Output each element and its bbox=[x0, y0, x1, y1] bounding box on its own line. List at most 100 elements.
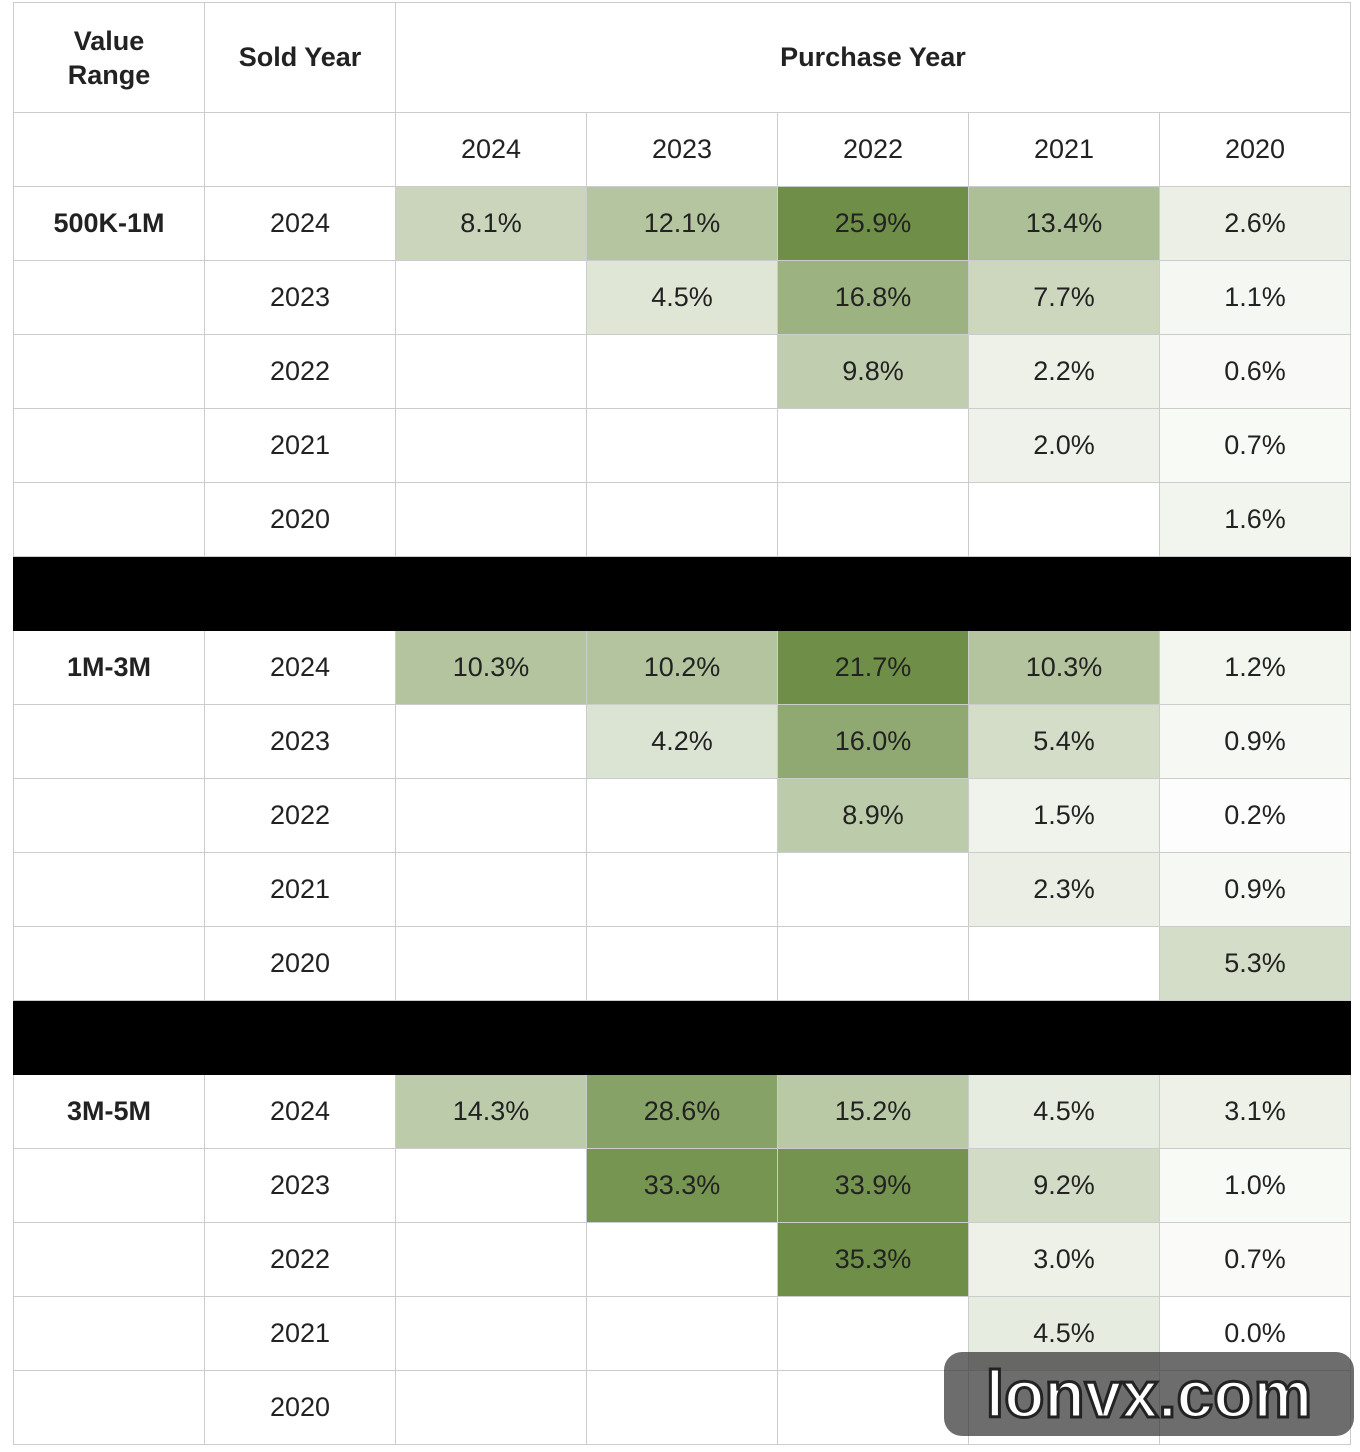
blank-cell bbox=[13, 482, 205, 557]
value-cell: 33.3% bbox=[586, 1148, 778, 1223]
value-cell bbox=[777, 482, 969, 557]
value-cell: 1.5% bbox=[968, 778, 1160, 853]
value-cell: 13.4% bbox=[968, 186, 1160, 261]
year-cell: 2021 bbox=[968, 112, 1160, 187]
data-row: 2021 2.3% 0.9% bbox=[13, 852, 1351, 927]
value-cell bbox=[777, 408, 969, 483]
value-cell: 33.9% bbox=[777, 1148, 969, 1223]
value-cell: 0.9% bbox=[1159, 704, 1351, 779]
separator-row bbox=[13, 1000, 1351, 1075]
table-wrap: Value Range Sold Year Purchase Year 2024… bbox=[13, 2, 1351, 1445]
value-cell: 0.7% bbox=[1159, 1222, 1351, 1297]
sold-year: 2023 bbox=[204, 704, 396, 779]
value-cell bbox=[586, 1222, 778, 1297]
header-cell: Purchase Year bbox=[395, 2, 1351, 113]
value-cell: 10.3% bbox=[968, 630, 1160, 705]
value-cell: 1.2% bbox=[1159, 630, 1351, 705]
blank-cell bbox=[13, 408, 205, 483]
data-row: 2020 5.3% bbox=[13, 926, 1351, 1001]
data-row: 2023 4.5% 16.8% 7.7% 1.1% bbox=[13, 260, 1351, 335]
sold-year: 2024 bbox=[204, 186, 396, 261]
value-cell bbox=[777, 1370, 969, 1445]
value-cell: 8.9% bbox=[777, 778, 969, 853]
value-cell bbox=[968, 926, 1160, 1001]
blank-cell bbox=[13, 112, 205, 187]
sold-year: 2022 bbox=[204, 334, 396, 409]
value-cell bbox=[586, 926, 778, 1001]
blank-cell bbox=[13, 1296, 205, 1371]
blank-cell bbox=[13, 704, 205, 779]
value-cell: 2.0% bbox=[968, 408, 1160, 483]
table: Value Range Sold Year Purchase Year 2024… bbox=[13, 2, 1351, 1445]
separator-cell bbox=[13, 1000, 1351, 1075]
blank-cell bbox=[13, 260, 205, 335]
data-row: 2020 1.6% bbox=[13, 482, 1351, 557]
value-cell: 9.2% bbox=[968, 1148, 1160, 1223]
header-cell: Value Range bbox=[13, 2, 205, 113]
blank-cell bbox=[204, 112, 396, 187]
sold-year: 2022 bbox=[204, 1222, 396, 1297]
data-row: 2021 2.0% 0.7% bbox=[13, 408, 1351, 483]
sold-year: 2023 bbox=[204, 1148, 396, 1223]
value-cell: 15.2% bbox=[777, 1074, 969, 1149]
header-cell: Sold Year bbox=[204, 2, 396, 113]
header-text: Value Range bbox=[67, 25, 151, 90]
value-cell: 5.4% bbox=[968, 704, 1160, 779]
value-cell bbox=[395, 334, 587, 409]
value-cell: 3.0% bbox=[968, 1222, 1160, 1297]
value-cell bbox=[586, 1370, 778, 1445]
sold-year: 2024 bbox=[204, 630, 396, 705]
value-cell: 16.0% bbox=[777, 704, 969, 779]
sold-year: 2020 bbox=[204, 926, 396, 1001]
value-cell: 2.3% bbox=[968, 852, 1160, 927]
blank-cell bbox=[13, 852, 205, 927]
separator-row bbox=[13, 556, 1351, 631]
value-cell bbox=[586, 334, 778, 409]
value-cell bbox=[395, 778, 587, 853]
value-cell: 5.3% bbox=[1159, 926, 1351, 1001]
blank-cell bbox=[13, 334, 205, 409]
header-row: Value Range Sold Year Purchase Year bbox=[13, 2, 1351, 113]
value-cell: 3.1% bbox=[1159, 1074, 1351, 1149]
table-body: Value Range Sold Year Purchase Year 2024… bbox=[13, 2, 1351, 1445]
year-cell: 2020 bbox=[1159, 112, 1351, 187]
separator-cell bbox=[13, 556, 1351, 631]
data-row: 500K-1M 2024 8.1% 12.1% 25.9% 13.4% 2.6% bbox=[13, 186, 1351, 261]
blank-cell bbox=[13, 1370, 205, 1445]
value-cell bbox=[586, 482, 778, 557]
value-cell bbox=[395, 1222, 587, 1297]
value-cell: 16.8% bbox=[777, 260, 969, 335]
blank-cell bbox=[13, 1222, 205, 1297]
value-cell bbox=[395, 1148, 587, 1223]
data-row: 2022 8.9% 1.5% 0.2% bbox=[13, 778, 1351, 853]
blank-cell bbox=[13, 1148, 205, 1223]
value-cell bbox=[777, 852, 969, 927]
value-cell: 1.1% bbox=[1159, 260, 1351, 335]
value-cell bbox=[777, 926, 969, 1001]
value-cell bbox=[777, 1296, 969, 1371]
data-row: 2022 35.3% 3.0% 0.7% bbox=[13, 1222, 1351, 1297]
value-cell: 0.7% bbox=[1159, 408, 1351, 483]
value-cell: 0.6% bbox=[1159, 334, 1351, 409]
sold-year: 2020 bbox=[204, 1370, 396, 1445]
sold-year: 2021 bbox=[204, 852, 396, 927]
sold-year: 2024 bbox=[204, 1074, 396, 1149]
value-cell: 28.6% bbox=[586, 1074, 778, 1149]
sold-year: 2021 bbox=[204, 408, 396, 483]
group-label: 3M-5M bbox=[13, 1074, 205, 1149]
value-cell bbox=[586, 1296, 778, 1371]
value-cell: 2.2% bbox=[968, 334, 1160, 409]
value-cell: 21.7% bbox=[777, 630, 969, 705]
value-cell bbox=[968, 482, 1160, 557]
data-row: 3M-5M 2024 14.3% 28.6% 15.2% 4.5% 3.1% bbox=[13, 1074, 1351, 1149]
value-cell bbox=[586, 408, 778, 483]
year-cell: 2024 bbox=[395, 112, 587, 187]
data-row: 2023 33.3% 33.9% 9.2% 1.0% bbox=[13, 1148, 1351, 1223]
value-cell bbox=[395, 1296, 587, 1371]
sold-year: 2022 bbox=[204, 778, 396, 853]
value-cell bbox=[395, 260, 587, 335]
value-cell: 14.3% bbox=[395, 1074, 587, 1149]
value-cell: 2.6% bbox=[1159, 186, 1351, 261]
sold-year: 2020 bbox=[204, 482, 396, 557]
